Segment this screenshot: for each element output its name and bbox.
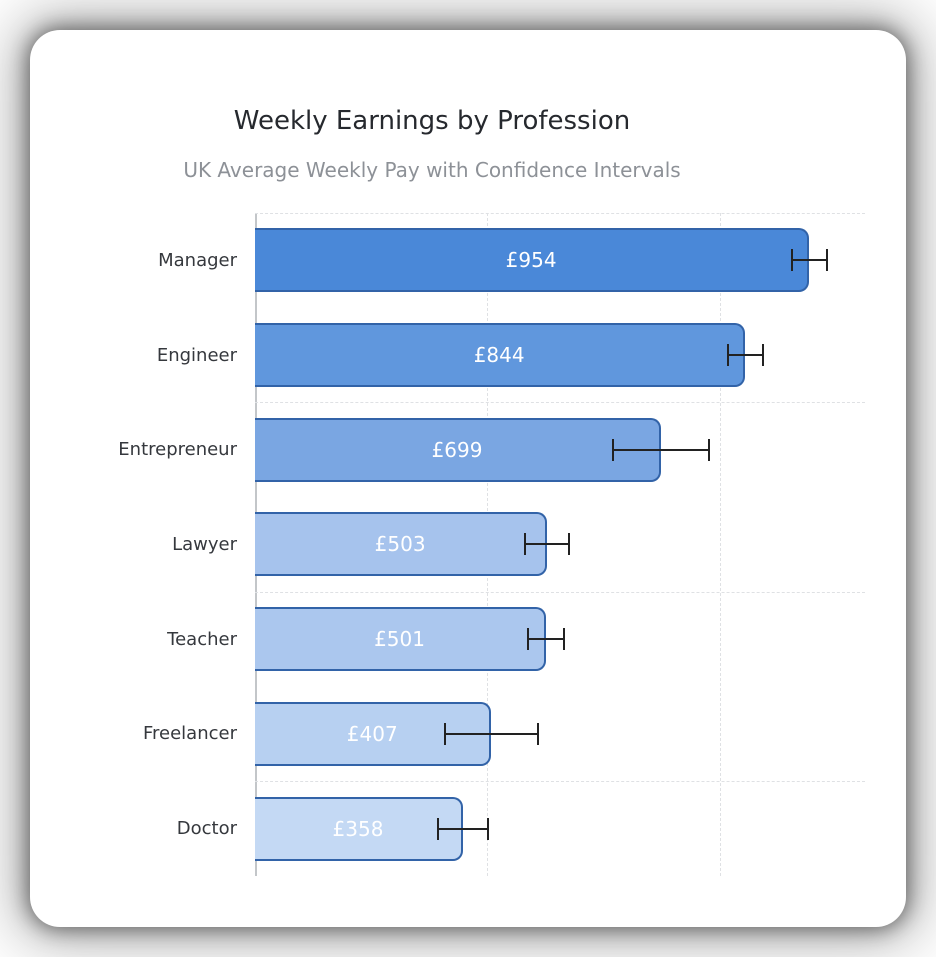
category-label: Lawyer	[172, 533, 237, 555]
error-bar-cap-left	[790, 249, 793, 272]
bar-row: £503	[255, 497, 865, 592]
horizontal-gridline	[255, 781, 865, 783]
error-bar-cap-right	[537, 722, 540, 745]
error-bar-line	[523, 543, 571, 546]
bar-row: £954	[255, 213, 865, 308]
bar: £501	[255, 607, 547, 672]
error-bar-cap-right	[825, 249, 828, 272]
category-label: Freelancer	[142, 723, 237, 745]
vertical-gridline	[719, 213, 721, 876]
horizontal-gridline	[255, 591, 865, 593]
bar-value-label: £501	[374, 627, 425, 652]
category-label: Teacher	[167, 628, 237, 650]
category-label: Engineer	[156, 344, 237, 366]
error-bar-cap-left	[443, 722, 446, 745]
error-bar	[726, 344, 764, 367]
error-bar-cap-left	[526, 628, 529, 651]
bar-value-label: £954	[505, 248, 557, 273]
category-label: Doctor	[176, 818, 237, 840]
category-label: Entrepreneur	[118, 439, 237, 461]
error-bar-line	[726, 354, 764, 357]
error-bar	[611, 438, 711, 461]
error-bar-cap-left	[437, 817, 440, 840]
bar-row: £407	[255, 687, 865, 782]
error-bar-line	[443, 732, 540, 735]
error-bar-cap-left	[523, 533, 526, 556]
error-bar-cap-left	[611, 438, 614, 461]
bar: £358	[255, 796, 463, 861]
error-bar-cap-right	[708, 438, 711, 461]
horizontal-gridline	[255, 213, 865, 214]
bar: £407	[255, 701, 492, 766]
chart-subtitle: UK Average Weekly Pay with Confidence In…	[183, 158, 681, 182]
error-bar-line	[611, 448, 711, 451]
error-bar	[790, 249, 828, 272]
category-labels: Manager Engineer Entrepreneur Lawyer Teacher…	[30, 213, 237, 876]
category-label: Manager	[158, 249, 237, 271]
error-bar	[443, 722, 540, 745]
error-bar-cap-left	[726, 344, 729, 367]
bar-row: £699	[255, 402, 865, 497]
bar: £503	[255, 512, 548, 577]
bar-row: £501	[255, 592, 865, 687]
error-bar	[526, 628, 566, 651]
error-bar	[523, 533, 571, 556]
bar-row: £358	[255, 781, 865, 876]
chart-card: Weekly Earnings by Profession UK Average…	[30, 30, 906, 927]
error-bar	[437, 817, 489, 840]
bar-row: £844	[255, 308, 865, 403]
horizontal-gridline	[255, 402, 865, 404]
error-bar-cap-right	[761, 344, 764, 367]
plot-area: £954 £844 £699 £503 £501 £407 £358	[255, 213, 865, 876]
bar-value-label: £407	[346, 721, 398, 746]
bar-value-label: £503	[374, 532, 426, 557]
error-bar-cap-right	[486, 817, 489, 840]
bar-value-label: £844	[473, 343, 525, 368]
error-bar-line	[526, 638, 566, 641]
error-bar-cap-right	[563, 628, 566, 651]
bar: £699	[255, 417, 662, 482]
chart-title: Weekly Earnings by Profession	[233, 106, 631, 136]
bar: £844	[255, 323, 746, 388]
bar-value-label: £358	[332, 816, 384, 841]
error-bar-line	[790, 259, 828, 262]
bar: £954	[255, 228, 810, 293]
error-bar-cap-right	[568, 533, 571, 556]
error-bar-line	[437, 827, 489, 830]
bar-value-label: £699	[431, 437, 483, 462]
